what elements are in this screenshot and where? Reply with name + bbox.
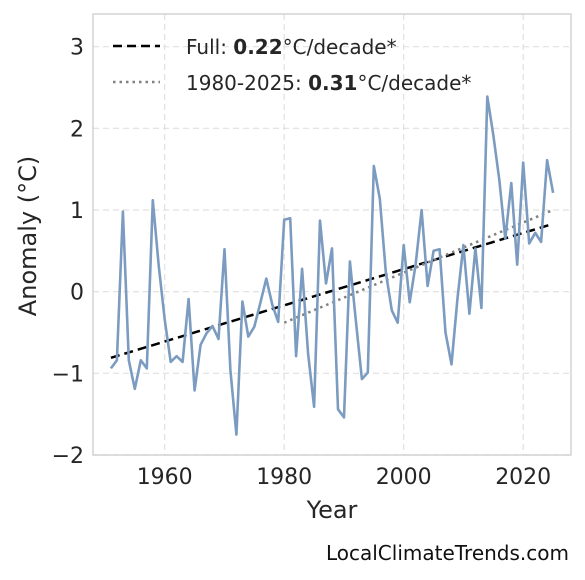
y-tick-label: 1 bbox=[70, 199, 84, 224]
watermark: LocalClimateTrends.com bbox=[326, 541, 569, 565]
x-tick-label: 2000 bbox=[376, 465, 432, 490]
series-line-anomaly bbox=[109, 95, 555, 436]
plot-area bbox=[93, 14, 571, 455]
x-tick-label: 1980 bbox=[256, 465, 312, 490]
trend-line-1 bbox=[283, 208, 554, 324]
x-axis-title: Year bbox=[306, 496, 358, 524]
y-tick-label: −1 bbox=[52, 362, 84, 387]
y-tick-label: 2 bbox=[70, 117, 84, 142]
plot-frame bbox=[92, 13, 572, 456]
legend-label-full: Full: 0.22°C/decade* bbox=[186, 35, 397, 59]
legend-label-1980-2025: 1980-2025: 0.31°C/decade* bbox=[186, 71, 471, 95]
y-tick-label: 0 bbox=[70, 281, 84, 306]
y-tick-label: −2 bbox=[52, 444, 84, 469]
y-axis-title: Anomaly (°C) bbox=[14, 156, 42, 316]
tick-labels: 1960 1980 2000 2020 −2 −1 0 1 2 3 bbox=[52, 36, 552, 490]
y-tick-label: 3 bbox=[70, 36, 84, 61]
x-tick-label: 2020 bbox=[495, 465, 551, 490]
x-tick-label: 1960 bbox=[137, 465, 193, 490]
legend: Full: 0.22°C/decade* 1980-2025: 0.31°C/d… bbox=[113, 35, 471, 95]
